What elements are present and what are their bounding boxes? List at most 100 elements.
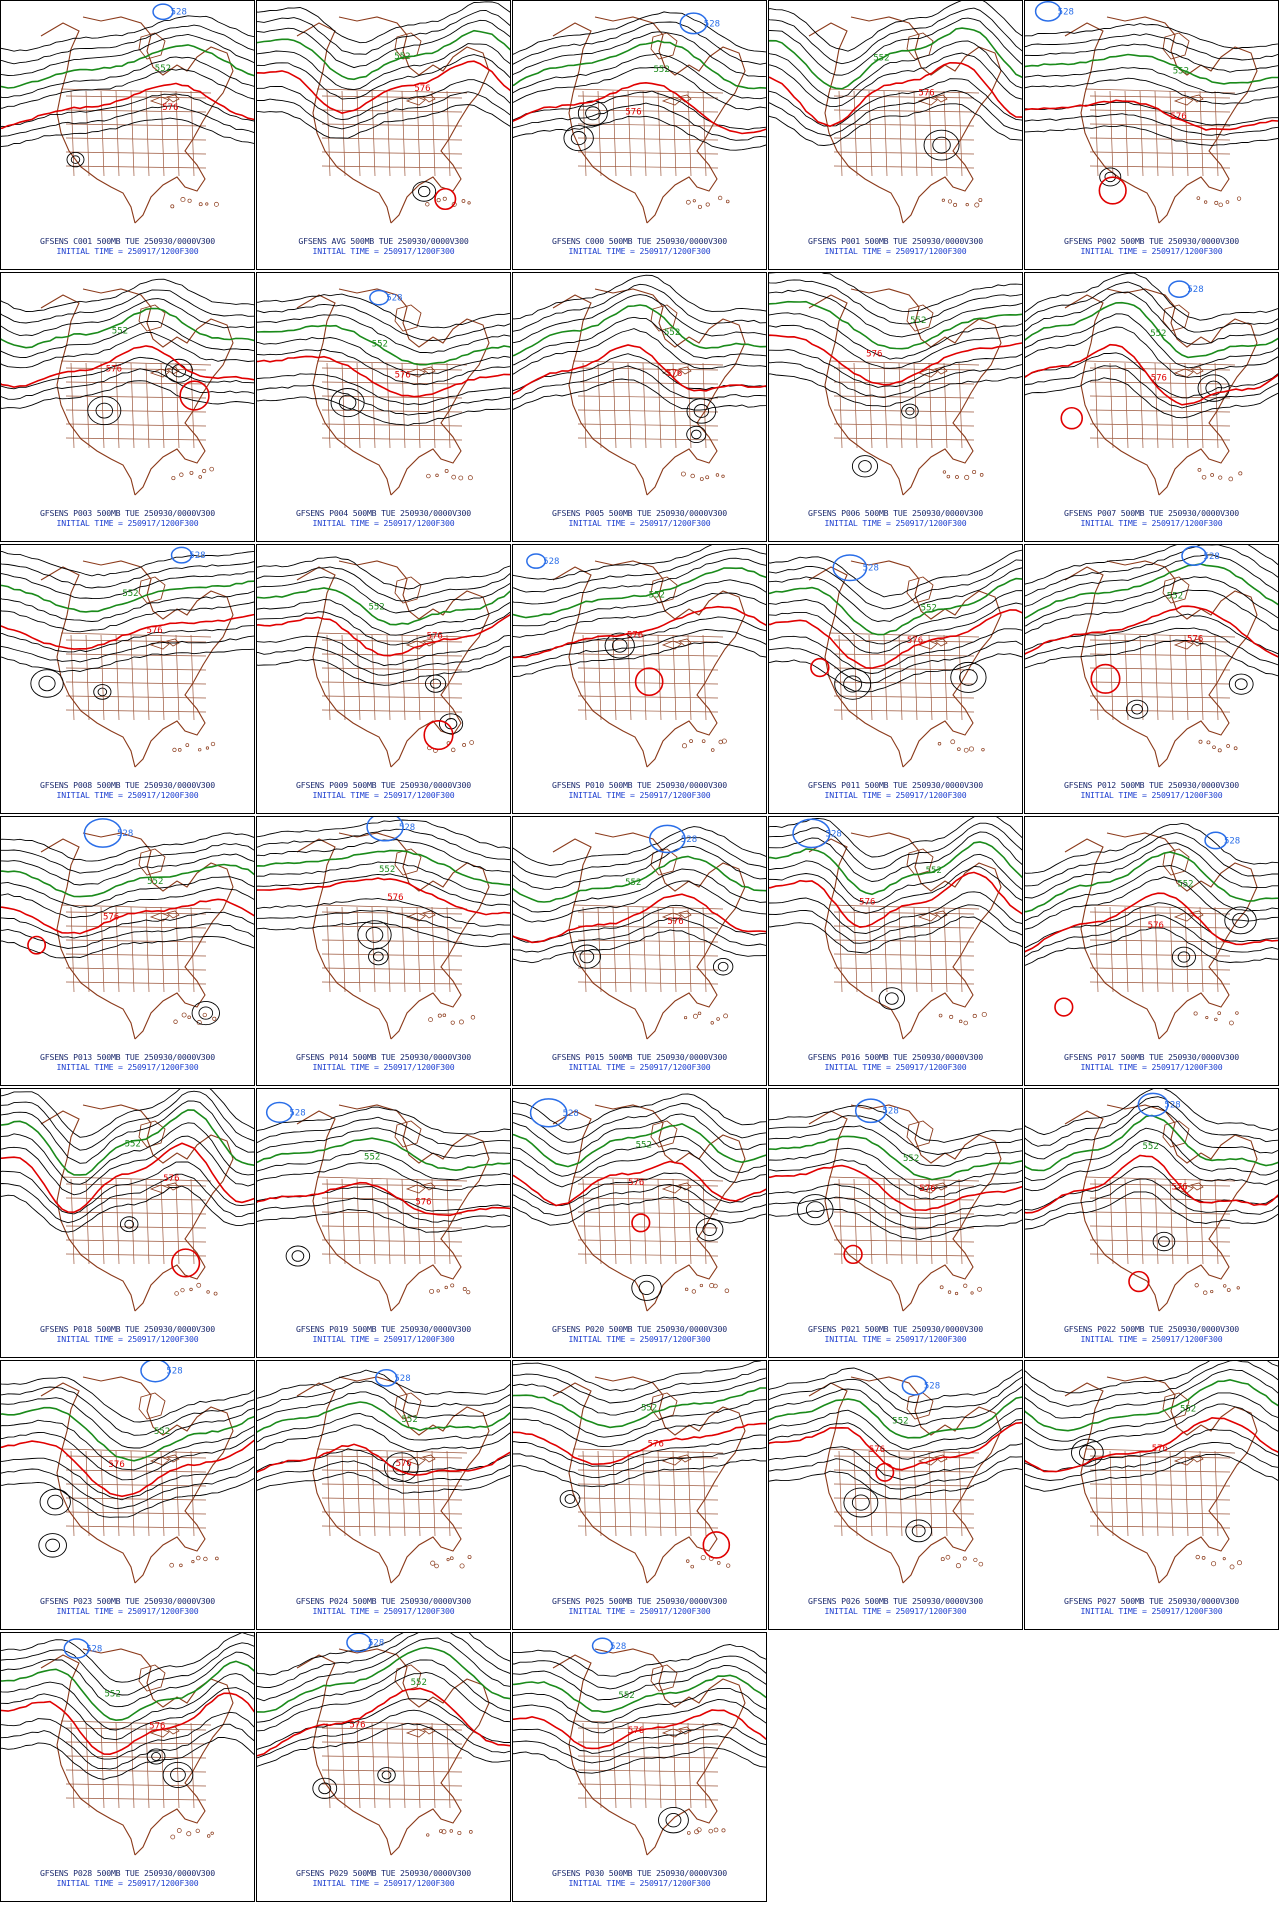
height-contours (257, 293, 510, 426)
height-map: 552 576 (769, 273, 1022, 496)
contour-label-528: 528 (171, 8, 187, 18)
panel-caption-init: INITIAL TIME = 250917/1200F300 (312, 790, 455, 800)
height-contours (1025, 545, 1278, 719)
panel-caption-init: INITIAL TIME = 250917/1200F300 (312, 518, 455, 528)
contour-label-528: 528 (1204, 552, 1220, 562)
ensemble-member-panel: 552 576 GFSENS P027 500MB TUE 250930/0000V… (1024, 1360, 1279, 1630)
ensemble-member-panel: 552 576 528 GFSENS P008 500MB TUE 250930/00… (0, 544, 255, 814)
contour-label-528: 528 (189, 551, 205, 561)
member-id: GFSENS C000 (552, 236, 605, 246)
contour-552 (257, 587, 510, 626)
contour-576 (1, 1439, 254, 1498)
contour-576 (1025, 343, 1278, 406)
panel-caption-valid: GFSENS P013 500MB TUE 250930/0000V300 (1, 1052, 254, 1062)
contour-576-ring (1128, 1270, 1150, 1293)
contour-576 (769, 61, 1022, 128)
height-map: 552 576 528 (257, 1369, 510, 1584)
valid-time: 500MB TUE 250930/0000V300 (860, 780, 983, 790)
valid-time: 500MB TUE 250930/0000V300 (348, 1324, 471, 1334)
coastline-layer (40, 288, 234, 496)
height-map: 552 576 528 (769, 817, 1022, 1040)
contour-552 (769, 577, 1022, 636)
height-contours (257, 1369, 510, 1494)
contour-label-552: 552 (372, 340, 388, 350)
contour-576 (769, 334, 1022, 386)
contour-label-576: 576 (162, 103, 178, 113)
height-contours (1, 1376, 254, 1558)
member-id: GFSENS P013 (40, 1052, 93, 1062)
panel-caption-valid: GFSENS P017 500MB TUE 250930/0000V300 (1025, 1052, 1278, 1062)
ensemble-member-panel: 552 576 528 GFSENS P004 500MB TUE 250930/00… (256, 272, 511, 542)
panel-caption-init: INITIAL TIME = 250917/1200F300 (568, 1878, 711, 1888)
coastline-layer (40, 16, 234, 224)
member-id: GFSENS P004 (296, 508, 349, 518)
valid-time: 500MB TUE 250930/0000V300 (348, 1052, 471, 1062)
panel-caption-init: INITIAL TIME = 250917/1200F300 (824, 518, 967, 528)
ensemble-member-panel: 552 576 528 GFSENS P024 500MB TUE 250930/00… (256, 1360, 511, 1630)
contour-label-576: 576 (666, 369, 682, 379)
contour-576-ring (423, 719, 454, 751)
height-contours (1, 1089, 254, 1233)
valid-time: 500MB TUE 250930/0000V300 (860, 236, 983, 246)
contour-label-576: 576 (648, 1440, 664, 1450)
member-id: GFSENS P009 (296, 780, 349, 790)
contour-label-552: 552 (394, 52, 410, 62)
contour-576 (1025, 1416, 1278, 1473)
contour-528 (369, 289, 390, 306)
contour-label-552: 552 (411, 1678, 427, 1688)
height-map: 552 576 528 (1025, 273, 1278, 496)
valid-time: 500MB TUE 250930/0000V300 (860, 508, 983, 518)
height-map: 552 576 (513, 1361, 766, 1584)
panel-caption-init: INITIAL TIME = 250917/1200F300 (56, 518, 199, 528)
panel-caption-init: INITIAL TIME = 250917/1200F300 (568, 790, 711, 800)
contour-label-552: 552 (910, 316, 926, 326)
contour-576 (1, 82, 254, 130)
contour-label-552: 552 (379, 865, 395, 875)
contour-label-528: 528 (1164, 1101, 1180, 1111)
contour-552 (513, 304, 766, 357)
contour-552 (769, 300, 1022, 350)
contour-528 (1181, 545, 1208, 566)
contour-label-576: 576 (919, 1184, 935, 1194)
contour-label-528: 528 (289, 1108, 305, 1118)
panel-caption-init: INITIAL TIME = 250917/1200F300 (568, 246, 711, 256)
height-contours (769, 549, 1022, 700)
panel-caption-valid: GFSENS P010 500MB TUE 250930/0000V300 (513, 780, 766, 790)
contour-528 (83, 818, 122, 848)
panel-caption-valid: GFSENS C000 500MB TUE 250930/0000V300 (513, 236, 766, 246)
height-map: 552 576 (1, 278, 254, 496)
contour-528 (170, 546, 193, 564)
contour-528 (1034, 1, 1062, 22)
height-map: 552 576 528 (257, 288, 510, 496)
valid-time: 500MB TUE 250930/0000V300 (604, 236, 727, 246)
ensemble-member-panel: 552 576 528 GFSENS P013 500MB TUE 250930/00… (0, 816, 255, 1086)
coastline-layer (808, 16, 1002, 224)
contour-576-ring (1090, 663, 1121, 694)
panel-caption-init: INITIAL TIME = 250917/1200F300 (56, 1334, 199, 1344)
valid-time: 500MB TUE 250930/0000V300 (604, 780, 727, 790)
coastline-layer (808, 832, 1002, 1040)
coastline-layer (1064, 1376, 1258, 1584)
contour-552 (513, 39, 766, 90)
contour-576 (769, 871, 1022, 929)
height-contours (257, 819, 510, 966)
contour-label-552: 552 (625, 878, 641, 888)
contour-label-576: 576 (627, 630, 643, 640)
contour-label-552: 552 (105, 1690, 121, 1700)
contour-label-552: 552 (1177, 879, 1193, 889)
contour-label-576: 576 (866, 350, 882, 360)
ensemble-member-panel: 552 576 GFSENS P025 500MB TUE 250930/0000V… (512, 1360, 767, 1630)
contour-label-576: 576 (1171, 1183, 1187, 1193)
ensemble-member-panel: 552 576 GFSENS P003 500MB TUE 250930/0000V… (0, 272, 255, 542)
coastline-layer (1064, 832, 1258, 1040)
height-map: 552 576 528 (1025, 822, 1278, 1040)
panel-caption-init: INITIAL TIME = 250917/1200F300 (312, 246, 455, 256)
height-map: 552 576 528 (1025, 1089, 1278, 1312)
member-id: GFSENS P018 (40, 1324, 93, 1334)
valid-time: 500MB TUE 250930/0000V300 (1116, 236, 1239, 246)
contour-label-528: 528 (368, 1638, 384, 1648)
contour-label-552: 552 (921, 604, 937, 614)
coastline-layer (808, 560, 1002, 768)
ensemble-member-panel: 552 576 528 GFSENS P019 500MB TUE 250930/00… (256, 1088, 511, 1358)
contour-552 (1, 1660, 254, 1722)
